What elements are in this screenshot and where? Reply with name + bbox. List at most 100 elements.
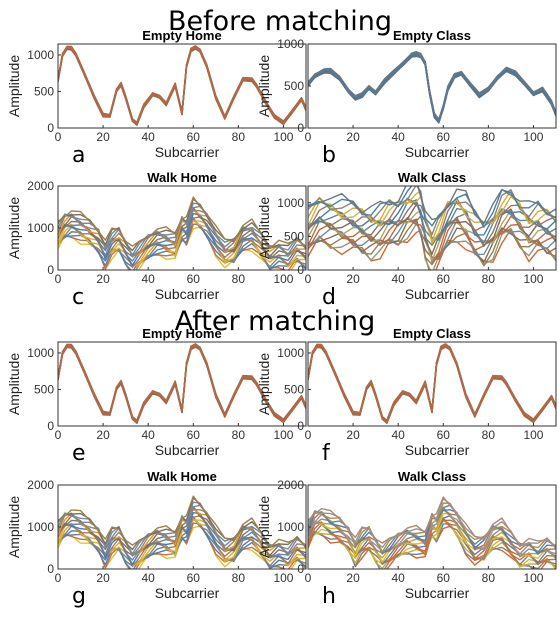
panel-letter: h <box>322 584 336 609</box>
x-tick-label: 40 <box>392 130 406 144</box>
y-tick-label: 0 <box>47 121 54 135</box>
x-tick-label: 80 <box>232 272 246 286</box>
y-tick-label: 500 <box>34 84 54 98</box>
x-tick-label: 60 <box>437 130 451 144</box>
x-tick-label: 60 <box>437 571 451 585</box>
section-title-after: After matching <box>175 306 376 337</box>
x-axis-label: Subcarrier <box>405 144 470 160</box>
x-tick-label: 60 <box>187 272 201 286</box>
panel-title: Walk Home <box>147 170 217 185</box>
trace-line <box>308 215 556 264</box>
y-tick-label: 500 <box>284 229 304 243</box>
x-tick-label: 100 <box>273 571 293 585</box>
axes-frame <box>307 185 557 271</box>
y-tick-label: 2000 <box>277 478 304 492</box>
y-tick-label: 2000 <box>27 478 54 492</box>
trace-line <box>308 197 556 241</box>
panel-letter: a <box>72 143 85 168</box>
y-tick-label: 500 <box>284 79 304 93</box>
axes-frame <box>57 43 307 129</box>
trace-band <box>58 495 306 569</box>
trace-line <box>58 343 306 421</box>
panel-title: Walk Class <box>398 469 466 484</box>
y-tick-label: 0 <box>47 562 54 576</box>
x-tick-label: 100 <box>273 130 293 144</box>
x-axis-label: Subcarrier <box>155 442 220 458</box>
x-axis-label: Subcarrier <box>405 286 470 302</box>
x-tick-label: 40 <box>142 571 156 585</box>
y-axis-label: Amplitude <box>6 197 22 259</box>
x-tick-label: 0 <box>305 272 312 286</box>
x-tick-label: 60 <box>187 130 201 144</box>
x-tick-label: 80 <box>482 571 496 585</box>
trace-line <box>308 50 556 121</box>
x-tick-label: 60 <box>187 571 201 585</box>
trace-line <box>58 45 306 124</box>
trace-band <box>308 496 556 569</box>
panel-letter: d <box>322 285 336 310</box>
y-axis-label: Amplitude <box>6 496 22 558</box>
x-tick-label: 80 <box>232 571 246 585</box>
trace-band <box>308 50 556 124</box>
panel-letter: b <box>322 143 336 168</box>
x-tick-label: 80 <box>482 130 496 144</box>
y-tick-label: 0 <box>297 263 304 277</box>
y-tick-label: 1000 <box>27 520 54 534</box>
x-tick-label: 0 <box>55 272 62 286</box>
x-tick-label: 80 <box>482 428 496 442</box>
trace-line <box>58 196 306 250</box>
trace-line <box>308 186 556 225</box>
trace-line <box>308 186 556 236</box>
y-tick-label: 500 <box>284 382 304 396</box>
y-tick-label: 0 <box>297 121 304 135</box>
x-tick-label: 20 <box>96 130 110 144</box>
x-tick-label: 100 <box>523 272 543 286</box>
trace-band <box>58 45 306 127</box>
trace-line <box>308 343 556 421</box>
trace-band <box>58 343 306 424</box>
trace-line <box>308 203 556 255</box>
y-tick-label: 2000 <box>27 179 54 193</box>
x-tick-label: 60 <box>437 428 451 442</box>
y-tick-label: 1000 <box>277 37 304 51</box>
y-tick-label: 1000 <box>27 48 54 62</box>
y-axis-label: Amplitude <box>6 55 22 117</box>
x-tick-label: 40 <box>142 272 156 286</box>
y-tick-label: 1000 <box>277 196 304 210</box>
axes-frame <box>57 341 307 427</box>
y-tick-label: 1000 <box>27 221 54 235</box>
trace-line <box>308 496 556 548</box>
y-axis-label: Amplitude <box>256 496 272 558</box>
y-tick-label: 1000 <box>27 346 54 360</box>
x-tick-label: 20 <box>96 571 110 585</box>
panel-title: Empty Home <box>142 28 221 43</box>
panel-title: Walk Home <box>147 469 217 484</box>
x-tick-label: 80 <box>232 130 246 144</box>
panel-title: Empty Class <box>393 28 471 43</box>
x-tick-label: 40 <box>392 428 406 442</box>
trace-line <box>58 495 306 549</box>
trace-line <box>308 55 556 124</box>
y-tick-label: 500 <box>34 382 54 396</box>
x-tick-label: 0 <box>305 130 312 144</box>
x-axis-label: Subcarrier <box>405 585 470 601</box>
x-tick-label: 40 <box>142 428 156 442</box>
panel-title: Walk Class <box>398 170 466 185</box>
x-tick-label: 0 <box>305 428 312 442</box>
x-tick-label: 20 <box>96 272 110 286</box>
trace-line <box>308 223 556 270</box>
y-tick-label: 0 <box>297 419 304 433</box>
x-tick-label: 100 <box>523 130 543 144</box>
trace-band <box>308 343 556 424</box>
trace-band <box>58 196 306 270</box>
y-axis-label: Amplitude <box>256 197 272 259</box>
x-tick-label: 20 <box>346 130 360 144</box>
